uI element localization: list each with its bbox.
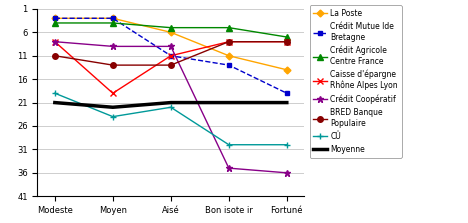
La Poste xyxy=(52,17,58,20)
Line: Caisse d'épargne
Rhône Alpes Lyon: Caisse d'épargne Rhône Alpes Lyon xyxy=(51,38,290,97)
Crédit Mutue lde
Bretagne xyxy=(284,92,290,95)
Line: Moyenne: Moyenne xyxy=(55,103,287,107)
Moyenne xyxy=(284,101,290,104)
Crédit Agricole
Centre France xyxy=(168,26,174,29)
Crédit Coopératif xyxy=(110,45,116,48)
Caisse d'épargne
Rhône Alpes Lyon xyxy=(168,54,174,57)
Moyenne xyxy=(226,101,232,104)
Caisse d'épargne
Rhône Alpes Lyon xyxy=(52,40,58,43)
Moyenne xyxy=(110,106,116,109)
Crédit Coopératif xyxy=(226,167,232,169)
BRED Banque
Populaire xyxy=(284,40,290,43)
Crédit Agricole
Centre France xyxy=(284,36,290,38)
CÛ xyxy=(110,115,116,118)
Crédit Coopératif xyxy=(168,45,174,48)
BRED Banque
Populaire xyxy=(168,64,174,66)
Crédit Agricole
Centre France xyxy=(110,22,116,24)
Line: Crédit Mutue lde
Bretagne: Crédit Mutue lde Bretagne xyxy=(52,16,289,96)
Crédit Mutue lde
Bretagne xyxy=(110,17,116,20)
CÛ xyxy=(168,106,174,109)
CÛ xyxy=(52,92,58,95)
Line: CÛ: CÛ xyxy=(51,90,290,148)
Crédit Mutue lde
Bretagne xyxy=(52,17,58,20)
Moyenne xyxy=(168,101,174,104)
La Poste xyxy=(110,17,116,20)
BRED Banque
Populaire xyxy=(110,64,116,66)
Crédit Coopératif xyxy=(52,40,58,43)
BRED Banque
Populaire xyxy=(52,54,58,57)
Line: La Poste: La Poste xyxy=(52,16,289,72)
BRED Banque
Populaire xyxy=(226,40,232,43)
Legend: La Poste, Crédit Mutue lde
Bretagne, Crédit Agricole
Centre France, Caisse d'épa: La Poste, Crédit Mutue lde Bretagne, Cré… xyxy=(309,5,402,158)
Crédit Coopératif xyxy=(284,171,290,174)
Crédit Mutue lde
Bretagne xyxy=(168,54,174,57)
Caisse d'épargne
Rhône Alpes Lyon xyxy=(226,40,232,43)
Caisse d'épargne
Rhône Alpes Lyon xyxy=(284,40,290,43)
CÛ xyxy=(284,143,290,146)
Line: BRED Banque
Populaire: BRED Banque Populaire xyxy=(52,39,290,68)
CÛ xyxy=(226,143,232,146)
La Poste xyxy=(226,54,232,57)
Line: Crédit Agricole
Centre France: Crédit Agricole Centre France xyxy=(52,20,290,40)
Line: Crédit Coopératif: Crédit Coopératif xyxy=(51,38,290,176)
La Poste xyxy=(168,31,174,34)
La Poste xyxy=(284,68,290,71)
Crédit Agricole
Centre France xyxy=(226,26,232,29)
Crédit Agricole
Centre France xyxy=(52,22,58,24)
Caisse d'épargne
Rhône Alpes Lyon xyxy=(110,92,116,95)
Moyenne xyxy=(52,101,58,104)
Crédit Mutue lde
Bretagne xyxy=(226,64,232,66)
